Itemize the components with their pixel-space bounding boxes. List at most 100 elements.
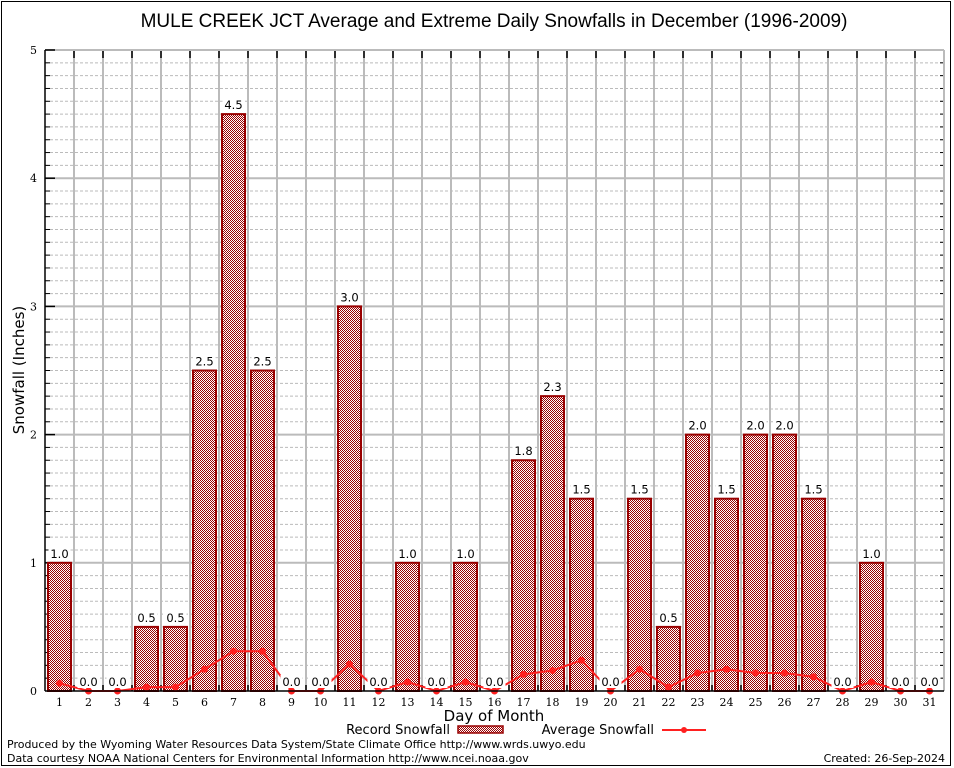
x-tick-label: 17 — [517, 696, 531, 709]
x-tick-label: 28 — [836, 696, 850, 709]
average-point — [665, 683, 672, 691]
value-label: 0.0 — [920, 675, 938, 689]
average-point — [346, 660, 353, 668]
value-label: 0.0 — [369, 675, 387, 689]
value-label: 0.0 — [79, 675, 97, 689]
value-label: 4.5 — [224, 98, 242, 112]
x-tick-label: 7 — [230, 696, 237, 709]
x-tick-label: 6 — [201, 696, 208, 709]
average-point — [723, 665, 730, 673]
value-label: 0.0 — [282, 675, 300, 689]
x-tick-label: 19 — [575, 696, 589, 709]
record-bar — [685, 433, 710, 692]
value-label-bg — [454, 546, 477, 560]
value-label-bg — [48, 546, 71, 560]
x-tick-label: 2 — [85, 696, 92, 709]
record-bar — [627, 497, 652, 693]
value-label: 1.5 — [717, 483, 735, 497]
value-label: 0.5 — [166, 611, 184, 625]
x-tick-label: 26 — [778, 696, 792, 709]
chart-title: MULE CREEK JCT Average and Extreme Daily… — [141, 11, 848, 32]
value-label-bg — [889, 675, 912, 688]
x-tick-label: 14 — [430, 696, 444, 709]
bars — [47, 113, 884, 693]
legend-swatch-record — [457, 725, 504, 734]
record-bar — [772, 433, 797, 692]
average-point — [694, 669, 701, 677]
x-tick-label: 27 — [807, 696, 821, 709]
value-label: 2.5 — [195, 355, 213, 369]
x-tick-label: 16 — [488, 696, 502, 709]
value-label-bg — [831, 675, 854, 688]
value-label: 1.0 — [398, 547, 416, 561]
record-bar — [134, 625, 159, 693]
value-label-bg — [222, 98, 245, 112]
x-tick-label: 11 — [343, 696, 357, 709]
x-tick-label: 31 — [923, 696, 937, 709]
value-label: 0.5 — [137, 611, 155, 625]
average-point — [143, 683, 150, 691]
x-tick-label: 21 — [633, 696, 647, 709]
value-label-bg — [686, 418, 709, 432]
y-tick-label: 3 — [30, 300, 37, 313]
average-point — [404, 678, 411, 686]
average-point — [549, 666, 556, 674]
average-point — [56, 679, 63, 687]
value-label-bg — [309, 675, 332, 688]
value-label-bg — [715, 482, 738, 496]
value-label: 1.0 — [50, 547, 68, 561]
average-point — [868, 678, 875, 686]
value-label-bg — [599, 675, 622, 688]
value-label-bg — [744, 418, 767, 432]
value-label-bg — [280, 675, 303, 688]
footer-data-courtesy: Data courtesy NOAA National Centers for … — [7, 752, 529, 765]
record-bar — [250, 369, 275, 692]
y-tick-label: 0 — [30, 685, 37, 698]
value-label: 1.8 — [514, 444, 532, 458]
x-tick-label: 1 — [56, 696, 63, 709]
average-point — [201, 665, 208, 673]
average-point — [781, 669, 788, 677]
value-label: 0.0 — [891, 675, 909, 689]
value-label: 1.5 — [804, 483, 822, 497]
record-bar — [743, 433, 768, 692]
x-tick-label: 30 — [894, 696, 908, 709]
value-label-bg — [367, 675, 390, 688]
value-label: 2.0 — [775, 419, 793, 433]
value-label-bg — [802, 482, 825, 496]
average-point — [172, 683, 179, 691]
record-bar — [540, 395, 565, 692]
x-tick-label: 13 — [401, 696, 415, 709]
value-labels: 1.0 0.0 0.0 0.5 0.5 2.5 4.5 2.5 0.0 0.0 3.0 0.0 1.0 0… — [48, 98, 941, 689]
value-label-bg — [657, 610, 680, 624]
value-label-bg — [918, 675, 941, 688]
x-tick-label: 22 — [662, 696, 676, 709]
y-tick-labels: 0 1 2 3 4 5 — [30, 44, 37, 698]
x-tick-label: 29 — [865, 696, 879, 709]
x-tick-label: 10 — [314, 696, 328, 709]
footer-created: Created: 26-Sep-2024 — [823, 752, 945, 765]
value-label: 0.0 — [108, 675, 126, 689]
value-label-bg — [541, 380, 564, 394]
y-axis-label: Snowfall (Inches) — [10, 306, 28, 434]
average-point — [259, 647, 266, 655]
value-label-bg — [193, 354, 216, 368]
value-label: 0.0 — [833, 675, 851, 689]
average-point — [752, 669, 759, 677]
average-point — [462, 678, 469, 686]
record-bar — [192, 369, 217, 692]
value-label: 2.0 — [688, 419, 706, 433]
x-tick-label: 23 — [691, 696, 705, 709]
x-tick-label: 25 — [749, 696, 763, 709]
legend: Record Snowfall Average Snowfall — [346, 723, 706, 738]
value-label: 2.0 — [746, 419, 764, 433]
x-tick-labels: 1 2 3 4 5 6 7 8 9 10 11 12 13 14 15 16 17 18 19 20 21 22 23 24 2… — [56, 696, 937, 709]
value-label: 1.0 — [862, 547, 880, 561]
value-label: 2.3 — [543, 380, 561, 394]
value-label-bg — [860, 546, 883, 560]
value-label-bg — [106, 675, 129, 688]
record-bar — [47, 561, 72, 692]
value-label: 1.5 — [630, 483, 648, 497]
legend-label-average: Average Snowfall — [542, 723, 654, 738]
